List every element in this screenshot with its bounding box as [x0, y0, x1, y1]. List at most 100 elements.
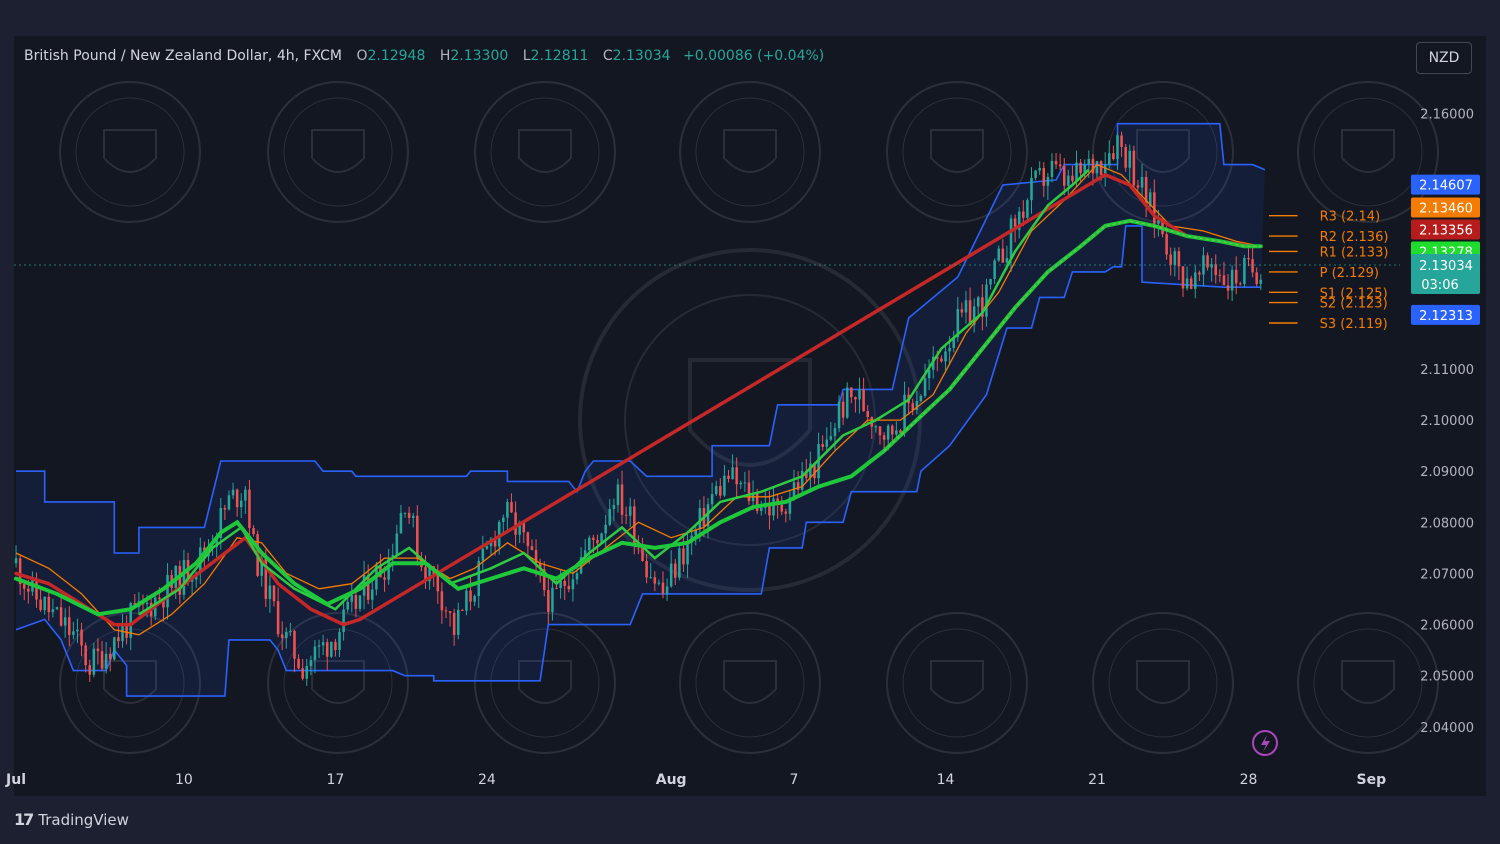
candle-body	[383, 577, 386, 580]
low-value: 2.12811	[530, 48, 589, 64]
watermark-seal	[886, 612, 1028, 754]
candle-body	[317, 645, 321, 647]
candle-body	[121, 623, 124, 642]
candle-body	[1189, 278, 1193, 289]
candle-body	[899, 430, 902, 433]
candle-body	[891, 425, 894, 435]
candle-body	[1030, 177, 1033, 201]
candle-body	[63, 617, 67, 626]
open-label: O	[356, 48, 368, 64]
pivot-label: R2 (2.136)	[1320, 230, 1389, 245]
candle-body	[682, 548, 685, 565]
candle-body	[477, 560, 480, 596]
candle-body	[825, 439, 829, 447]
price-tag-value: 2.12313	[1419, 309, 1473, 324]
y-tick-label: 2.04000	[1420, 721, 1474, 736]
candle-body	[321, 642, 325, 646]
candle-body	[571, 579, 575, 590]
watermark-seal	[1297, 612, 1439, 754]
candle-body	[117, 637, 120, 642]
candle-body	[1005, 258, 1009, 263]
candle-body	[1230, 269, 1234, 291]
candle-body	[1239, 283, 1242, 285]
candle-body	[903, 394, 906, 433]
high-value: 2.13300	[450, 48, 509, 64]
candle-body	[1112, 153, 1115, 160]
x-tick-label: Jul	[5, 772, 26, 788]
symbol-name: British Pound / New Zealand Dollar, 4h, …	[24, 48, 342, 64]
x-tick-label: 21	[1088, 772, 1106, 788]
candle-body	[805, 470, 808, 478]
candle-body	[1091, 158, 1095, 174]
candle-body	[190, 579, 194, 582]
candle-body	[915, 401, 919, 410]
candle-body	[686, 542, 689, 565]
candle-body	[645, 560, 648, 578]
candle-body	[813, 463, 816, 479]
y-tick-label: 2.16000	[1420, 107, 1474, 122]
candle-body	[461, 609, 464, 611]
candle-body	[35, 578, 38, 600]
candle-body	[1173, 251, 1177, 265]
candle-body	[219, 508, 223, 538]
candle-body	[129, 603, 132, 638]
candle-body	[1128, 150, 1132, 168]
watermark-seal	[474, 612, 616, 754]
price-tag-value: 2.14607	[1419, 179, 1473, 194]
candle-body	[452, 612, 456, 635]
candle-body	[759, 507, 763, 512]
candle-body	[588, 537, 591, 551]
candle-body	[100, 651, 104, 669]
footer-brand[interactable]: 17 TradingView	[14, 810, 129, 829]
candle-body	[416, 515, 419, 559]
candle-body	[710, 494, 714, 505]
candle-body	[1062, 166, 1066, 186]
candle-body	[1247, 258, 1250, 260]
y-tick-label: 2.07000	[1420, 567, 1474, 582]
candle-body	[391, 554, 395, 559]
candle-body	[944, 351, 947, 362]
y-tick-label: 2.08000	[1420, 516, 1474, 531]
candle-body	[833, 428, 837, 437]
candle-body	[1120, 135, 1123, 147]
candle-body	[22, 584, 26, 589]
candle-body	[563, 580, 566, 586]
candle-body	[800, 470, 804, 490]
alert-icon[interactable]	[1252, 730, 1278, 756]
candle-body	[297, 658, 300, 669]
candle-body	[1108, 153, 1111, 165]
brand-name: TradingView	[38, 810, 129, 829]
candle-body	[1042, 168, 1046, 186]
candle-body	[1218, 274, 1222, 276]
candle-body	[1095, 161, 1099, 174]
pivot-label: R3 (2.14)	[1320, 210, 1381, 225]
candle-body	[182, 560, 186, 595]
candle-body	[1124, 146, 1127, 168]
change-value: +0.00086 (+0.04%)	[683, 48, 825, 64]
candle-body	[342, 609, 345, 633]
watermark-seal	[267, 81, 409, 223]
candle-body	[993, 260, 996, 279]
candle-body	[325, 642, 329, 657]
currency-button[interactable]: NZD	[1416, 42, 1472, 74]
candle-body	[1071, 175, 1074, 182]
y-tick-label: 2.11000	[1420, 363, 1474, 378]
x-tick-label: 17	[327, 772, 345, 788]
close-label: C	[602, 48, 613, 64]
chart-pane[interactable]	[14, 36, 1486, 796]
watermark-seal	[679, 612, 821, 754]
candle-body	[14, 558, 18, 564]
candle-body	[1148, 192, 1152, 207]
candle-body	[620, 484, 624, 515]
candle-body	[829, 436, 833, 440]
candle-body	[334, 641, 337, 651]
pivot-label: S1 (2.125)	[1320, 286, 1388, 301]
candle-body	[641, 545, 644, 561]
candle-body	[166, 575, 169, 608]
symbol-legend: British Pound / New Zealand Dollar, 4h, …	[24, 48, 824, 64]
candle-body	[1038, 168, 1041, 171]
candle-body	[514, 512, 517, 535]
candle-body	[469, 590, 472, 602]
candle-body	[1058, 164, 1062, 167]
